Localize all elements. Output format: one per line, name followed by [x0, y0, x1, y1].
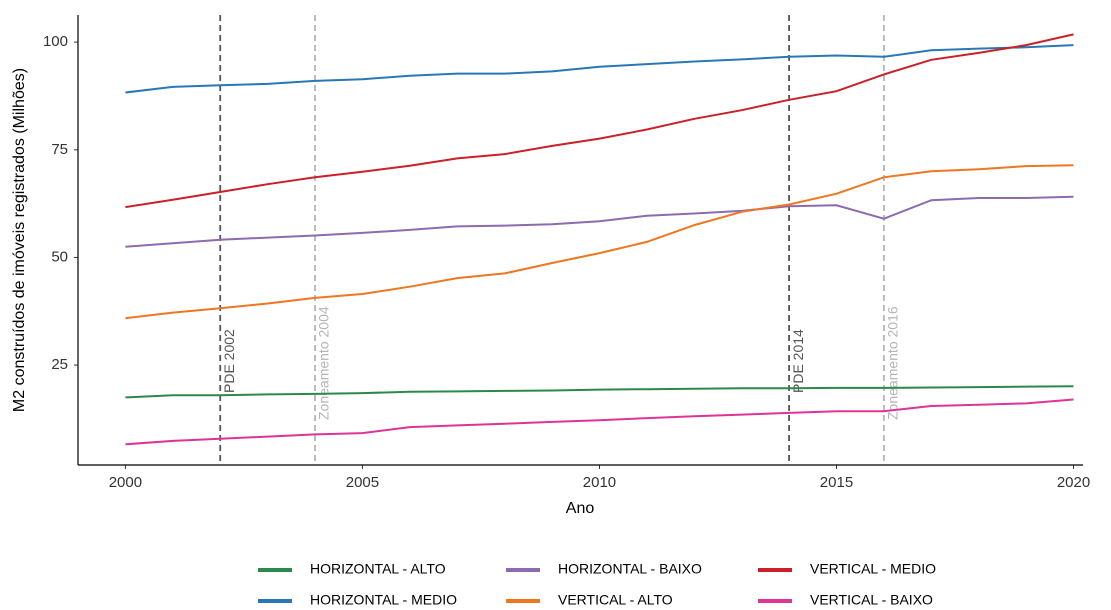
reference-label: PDE 2002 — [221, 329, 237, 393]
y-tick-label: 75 — [51, 141, 68, 158]
series-line — [125, 33, 1074, 209]
series-line — [125, 164, 1074, 320]
x-tick-label: 2005 — [346, 474, 379, 491]
reference-label: Zoneamento 2016 — [885, 306, 901, 420]
reference-label: PDE 2014 — [790, 329, 806, 393]
legend-label: VERTICAL - ALTO — [558, 592, 673, 608]
reference-label: Zoneamento 2004 — [316, 306, 332, 420]
series-line — [125, 385, 1074, 399]
series-line — [125, 44, 1074, 94]
legend-label: HORIZONTAL - MEDIO — [310, 592, 457, 608]
x-tick-label: 2000 — [109, 474, 142, 491]
y-axis-title: M2 construídos de imóveis registrados (M… — [11, 68, 28, 412]
x-tick-label: 2010 — [583, 474, 616, 491]
x-axis-title: Ano — [566, 500, 595, 517]
legend-label: HORIZONTAL - BAIXO — [558, 561, 702, 577]
x-tick-label: 2015 — [820, 474, 853, 491]
y-tick-label: 50 — [51, 248, 68, 265]
series-line — [125, 398, 1074, 446]
x-tick-label: 2020 — [1057, 474, 1090, 491]
legend-label: VERTICAL - BAIXO — [810, 592, 933, 608]
y-tick-label: 100 — [43, 33, 68, 50]
series-line — [125, 195, 1074, 248]
legend-label: VERTICAL - MEDIO — [810, 561, 936, 577]
legend-label: HORIZONTAL - ALTO — [310, 561, 446, 577]
y-tick-label: 25 — [51, 356, 68, 373]
